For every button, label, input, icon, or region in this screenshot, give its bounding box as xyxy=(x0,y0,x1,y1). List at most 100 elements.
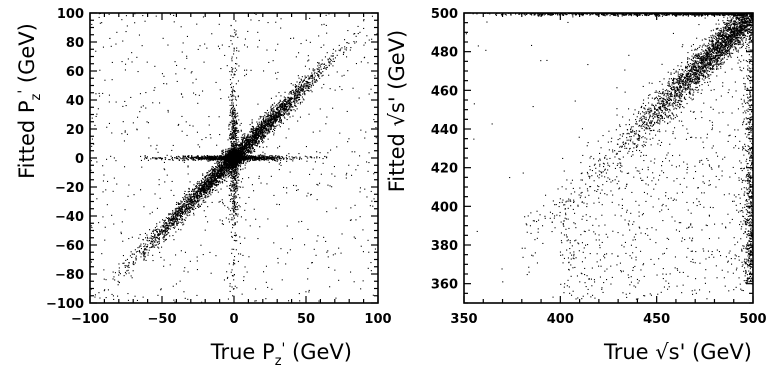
data-point xyxy=(240,161,242,163)
data-point xyxy=(258,128,260,130)
data-point xyxy=(164,228,166,230)
data-point xyxy=(180,208,182,210)
data-point xyxy=(210,174,212,176)
data-point xyxy=(257,127,259,129)
data-point xyxy=(170,225,172,227)
data-point xyxy=(323,63,325,65)
data-point xyxy=(162,231,164,233)
data-point xyxy=(226,170,228,172)
data-point xyxy=(223,162,225,164)
data-point xyxy=(150,246,152,248)
data-point xyxy=(219,180,221,182)
data-point xyxy=(146,249,148,251)
data-point xyxy=(282,108,284,110)
data-point xyxy=(258,126,260,128)
data-point xyxy=(273,121,275,123)
data-point xyxy=(217,176,219,178)
data-point xyxy=(194,193,196,195)
data-point xyxy=(192,203,194,205)
data-point xyxy=(255,138,257,140)
data-point xyxy=(259,135,261,137)
data-point xyxy=(227,148,229,150)
data-point xyxy=(317,74,319,76)
data-point xyxy=(154,233,156,235)
data-point xyxy=(269,111,271,113)
data-point xyxy=(274,129,276,131)
data-point xyxy=(216,189,218,191)
data-point xyxy=(197,183,199,185)
data-point xyxy=(279,113,281,115)
data-point xyxy=(288,102,290,104)
data-point xyxy=(251,134,253,136)
data-point xyxy=(214,176,216,178)
data-point xyxy=(281,101,283,103)
data-point xyxy=(273,115,275,117)
data-point xyxy=(211,192,213,194)
data-point xyxy=(186,194,188,196)
data-point xyxy=(267,117,269,119)
data-point xyxy=(263,137,265,139)
data-point xyxy=(192,201,194,203)
data-point xyxy=(127,266,129,268)
data-point xyxy=(151,240,153,242)
data-point xyxy=(313,70,315,72)
data-point xyxy=(214,162,216,164)
data-point xyxy=(298,83,300,85)
data-point xyxy=(328,65,330,67)
data-point xyxy=(278,124,280,126)
data-point xyxy=(220,169,222,171)
data-point xyxy=(248,141,250,143)
data-point xyxy=(253,142,255,144)
data-point xyxy=(291,97,293,99)
data-point xyxy=(269,128,271,130)
data-point xyxy=(220,167,222,169)
data-point xyxy=(245,138,247,140)
data-point xyxy=(285,109,287,111)
data-point xyxy=(297,75,299,77)
data-point xyxy=(182,203,184,205)
data-point xyxy=(284,100,286,102)
data-point xyxy=(272,111,274,113)
data-point xyxy=(275,117,277,119)
data-point xyxy=(267,127,269,129)
data-point xyxy=(198,188,200,190)
data-point xyxy=(169,223,171,225)
data-point xyxy=(312,83,314,85)
data-point xyxy=(176,220,178,222)
data-point xyxy=(252,134,254,136)
data-point xyxy=(241,144,243,146)
data-point xyxy=(292,106,294,108)
data-point xyxy=(237,168,239,170)
data-point xyxy=(261,126,263,128)
data-point xyxy=(255,129,257,131)
data-point xyxy=(261,129,263,131)
data-point xyxy=(210,174,212,176)
data-point xyxy=(173,223,175,225)
data-point xyxy=(336,71,338,73)
data-point xyxy=(135,257,137,259)
data-point xyxy=(177,203,179,205)
data-point xyxy=(268,123,270,125)
data-point xyxy=(243,160,245,162)
data-point xyxy=(244,133,246,135)
data-point xyxy=(221,173,223,175)
data-point xyxy=(252,126,254,128)
data-point xyxy=(240,147,242,149)
data-point xyxy=(149,229,151,231)
data-point xyxy=(267,114,269,116)
data-point xyxy=(262,129,264,131)
data-point xyxy=(295,97,297,99)
data-point xyxy=(174,210,176,212)
data-point xyxy=(176,218,178,220)
data-point xyxy=(216,169,218,171)
data-point xyxy=(212,182,214,184)
data-point xyxy=(256,121,258,123)
data-point xyxy=(206,179,208,181)
data-point xyxy=(308,86,310,88)
data-point xyxy=(162,224,164,226)
data-point xyxy=(200,194,202,196)
data-point xyxy=(206,180,208,182)
data-point xyxy=(201,188,203,190)
data-point xyxy=(316,80,318,82)
data-point xyxy=(217,161,219,163)
